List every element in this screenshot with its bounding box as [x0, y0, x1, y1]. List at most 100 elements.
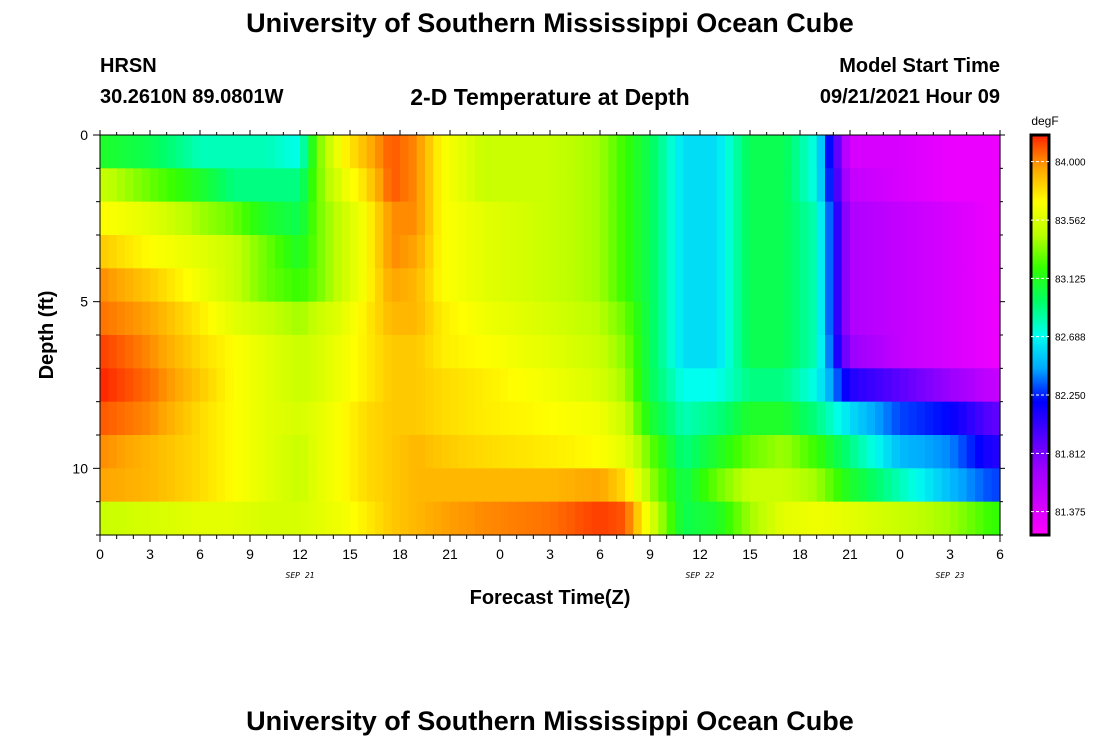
heat-cell: [858, 468, 868, 503]
colorbar-tick-label: 84.000: [1055, 158, 1086, 169]
heat-cell: [800, 335, 809, 369]
heat-cell: [600, 135, 609, 169]
heat-cell: [633, 201, 643, 236]
heat-cell: [891, 468, 901, 503]
heat-cell: [891, 201, 901, 236]
heat-cell: [791, 468, 801, 503]
heat-cell: [983, 368, 993, 403]
heat-cell: [333, 368, 343, 403]
heat-cell: [991, 468, 1001, 503]
heat-cell: [183, 501, 193, 536]
heat-cell: [216, 135, 226, 169]
heat-cell: [233, 468, 243, 503]
heat-cell: [250, 435, 259, 469]
heat-cell: [550, 368, 559, 403]
heat-cell: [900, 135, 909, 169]
heat-cell: [341, 435, 351, 469]
heat-cell: [950, 135, 959, 169]
heat-cell: [183, 235, 193, 269]
heat-cell: [741, 368, 751, 403]
heat-cell: [716, 301, 726, 336]
heat-cell: [166, 301, 176, 336]
heat-cell: [391, 301, 401, 336]
heat-cell: [408, 135, 418, 169]
heat-cell: [741, 335, 751, 369]
heat-cell: [925, 335, 934, 369]
heat-cell: [183, 301, 193, 336]
heat-cell: [766, 468, 776, 503]
heat-cell: [433, 168, 443, 203]
heat-cell: [516, 335, 526, 369]
heat-cell: [966, 201, 976, 236]
heat-cell: [425, 168, 434, 203]
heat-cell: [125, 368, 134, 403]
heat-cell: [916, 235, 926, 269]
heat-cell: [675, 401, 684, 436]
heat-cell: [475, 201, 484, 236]
heat-cell: [791, 368, 801, 403]
heat-cell: [975, 135, 984, 169]
heat-cell: [641, 201, 651, 236]
heat-cell: [866, 201, 876, 236]
heat-cell: [791, 235, 801, 269]
heat-cell: [100, 368, 109, 403]
heat-cell: [358, 268, 368, 303]
heat-cell: [466, 401, 476, 436]
heat-cell: [616, 135, 626, 169]
heat-cell: [450, 301, 459, 336]
heat-cell: [150, 401, 159, 436]
heat-cell: [908, 235, 918, 269]
heat-cell: [941, 268, 951, 303]
heat-cell: [441, 468, 451, 503]
heat-cell: [816, 335, 826, 369]
heat-cell: [783, 201, 793, 236]
heat-cell: [658, 268, 668, 303]
heat-cell: [125, 168, 134, 203]
heat-cell: [258, 168, 268, 203]
heat-cell: [316, 468, 326, 503]
heat-cell: [716, 501, 726, 536]
heat-cell: [425, 468, 434, 503]
heat-cell: [833, 301, 843, 336]
heat-cell: [775, 235, 784, 269]
heat-cell: [958, 435, 968, 469]
heat-cell: [883, 301, 893, 336]
heat-cell: [441, 501, 451, 536]
heat-cell: [291, 235, 301, 269]
heat-cell: [900, 268, 909, 303]
heat-cell: [366, 335, 376, 369]
heat-cell: [641, 335, 651, 369]
heat-cell: [141, 135, 151, 169]
heat-cell: [558, 135, 568, 169]
heat-cell: [483, 468, 493, 503]
heat-cell: [216, 468, 226, 503]
heat-cell: [583, 301, 593, 336]
heat-cell: [441, 335, 451, 369]
heat-cell: [141, 401, 151, 436]
heat-cell: [825, 235, 834, 269]
heat-cell: [433, 501, 443, 536]
heat-cell: [341, 335, 351, 369]
heat-cell: [425, 201, 434, 236]
heat-cell: [291, 168, 301, 203]
heat-cell: [450, 368, 459, 403]
heat-cell: [591, 301, 601, 336]
heat-cell: [116, 135, 126, 169]
heat-cell: [550, 168, 559, 203]
heat-cell: [491, 235, 501, 269]
heat-cell: [925, 235, 934, 269]
heat-cell: [808, 335, 818, 369]
heat-cell: [300, 335, 309, 369]
heat-cell: [625, 301, 634, 336]
heat-cell: [833, 401, 843, 436]
heat-cell: [441, 368, 451, 403]
heat-cell: [950, 468, 959, 503]
heat-cell: [800, 468, 809, 503]
heat-cell: [758, 135, 768, 169]
heat-cell: [558, 268, 568, 303]
heat-cell: [358, 201, 368, 236]
heat-cell: [258, 301, 268, 336]
heat-cell: [633, 401, 643, 436]
heat-cell: [850, 268, 859, 303]
heat-cell: [491, 501, 501, 536]
